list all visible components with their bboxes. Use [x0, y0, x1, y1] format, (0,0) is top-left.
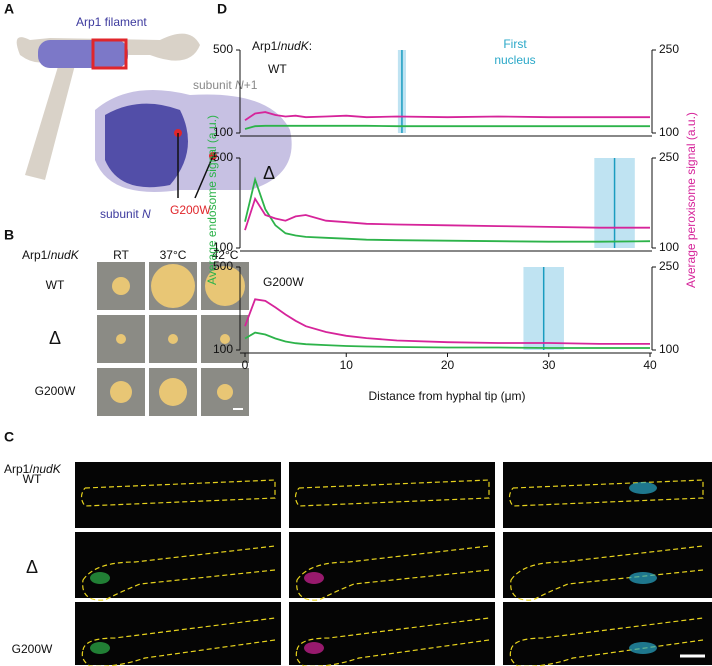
y2-tick-label: 100 [659, 342, 679, 356]
label: Arp1/nudK: [252, 39, 312, 53]
text: Arp1/ [22, 248, 51, 262]
chart-title: Δ [263, 163, 275, 183]
colony [205, 266, 245, 306]
label: Arp1/nudK [4, 462, 62, 476]
column-header: RT [113, 248, 129, 262]
y-tick-label: 100 [213, 240, 233, 254]
text: N [142, 207, 151, 221]
micrograph [503, 532, 712, 598]
colony [168, 334, 178, 344]
line [244, 331, 650, 349]
column-header: 37°C [160, 248, 187, 262]
panel-letter: A [4, 1, 14, 17]
line [244, 176, 651, 243]
label: Arp1/nudK [22, 248, 80, 262]
text: nudK [51, 248, 80, 262]
label: subunit N [100, 207, 151, 221]
y-axis-label: Average endosome signal (a.u.) [205, 115, 219, 285]
signal [629, 482, 657, 494]
x-axis-label: Distance from hyphal tip (μm) [369, 389, 526, 403]
hypha-outline [509, 617, 704, 666]
hypha-outline [80, 479, 276, 507]
text: +1 [244, 78, 258, 92]
panel-letter: B [4, 227, 14, 243]
chart-title: G200W [263, 275, 304, 289]
colony [116, 334, 126, 344]
x-tick-label: 0 [242, 358, 249, 372]
colony [112, 277, 130, 295]
row-label: WT [46, 278, 65, 292]
hypha-outline [295, 617, 490, 666]
row-label: Δ [26, 557, 38, 577]
label: nucleus [494, 53, 535, 67]
text: nudK [33, 462, 62, 476]
text: : [309, 39, 312, 53]
y-tick-label: 100 [213, 125, 233, 139]
micrograph [75, 462, 281, 528]
chart-title: WT [268, 62, 287, 76]
text: subunit [193, 78, 235, 92]
label: First [503, 37, 527, 51]
hypha-outline [82, 545, 276, 601]
y-tick-label: 500 [213, 42, 233, 56]
line [244, 111, 650, 122]
colony [220, 334, 230, 344]
hypha-outline [294, 479, 490, 507]
text: subunit [100, 207, 142, 221]
text: Arp1/ [252, 39, 281, 53]
signal [90, 642, 110, 654]
signal [304, 572, 324, 584]
line [244, 298, 650, 345]
hypha-outline [508, 479, 704, 507]
structure-art [16, 33, 292, 199]
micrograph [289, 462, 495, 528]
y2-tick-label: 250 [659, 42, 679, 56]
line [244, 124, 650, 130]
x-tick-label: 20 [441, 358, 455, 372]
signal [629, 572, 657, 584]
column-header: 42°C [212, 248, 239, 262]
micrograph [75, 532, 281, 598]
colony [217, 384, 233, 400]
colony [159, 378, 187, 406]
row-label: Δ [49, 328, 61, 348]
micrograph [503, 462, 712, 528]
y2-tick-label: 250 [659, 259, 679, 273]
text: Arp1/ [4, 462, 33, 476]
hypha-outline [510, 545, 704, 601]
y2-tick-label: 100 [659, 240, 679, 254]
row-label: G200W [12, 642, 53, 656]
micrograph [289, 532, 495, 598]
x-tick-label: 40 [643, 358, 657, 372]
micrograph [75, 602, 281, 665]
y-tick-label: 100 [213, 342, 233, 356]
micrograph [289, 602, 495, 665]
text: nudK [281, 39, 310, 53]
panel-letter: D [217, 1, 227, 17]
signal [304, 642, 324, 654]
y-tick-label: 500 [213, 150, 233, 164]
signal [90, 572, 110, 584]
label: subunit N+1 [193, 78, 258, 92]
line [244, 196, 650, 231]
x-tick-label: 10 [340, 358, 354, 372]
label: G200W [170, 203, 211, 217]
y-tick-label: 500 [213, 259, 233, 273]
y2-tick-label: 100 [659, 125, 679, 139]
y2-axis-label: Average peroxisome signal (a.u.) [684, 112, 698, 288]
signal [629, 642, 657, 654]
colony [151, 264, 195, 308]
row-label: WT [23, 472, 42, 486]
panel-letter: C [4, 429, 14, 445]
row-label: G200W [35, 384, 76, 398]
colony [110, 381, 132, 403]
label: Arp1 filament [76, 15, 147, 29]
y2-tick-label: 250 [659, 150, 679, 164]
hypha-outline [81, 617, 276, 666]
x-tick-label: 30 [542, 358, 556, 372]
micrograph [503, 602, 712, 665]
hypha-outline [296, 545, 490, 601]
